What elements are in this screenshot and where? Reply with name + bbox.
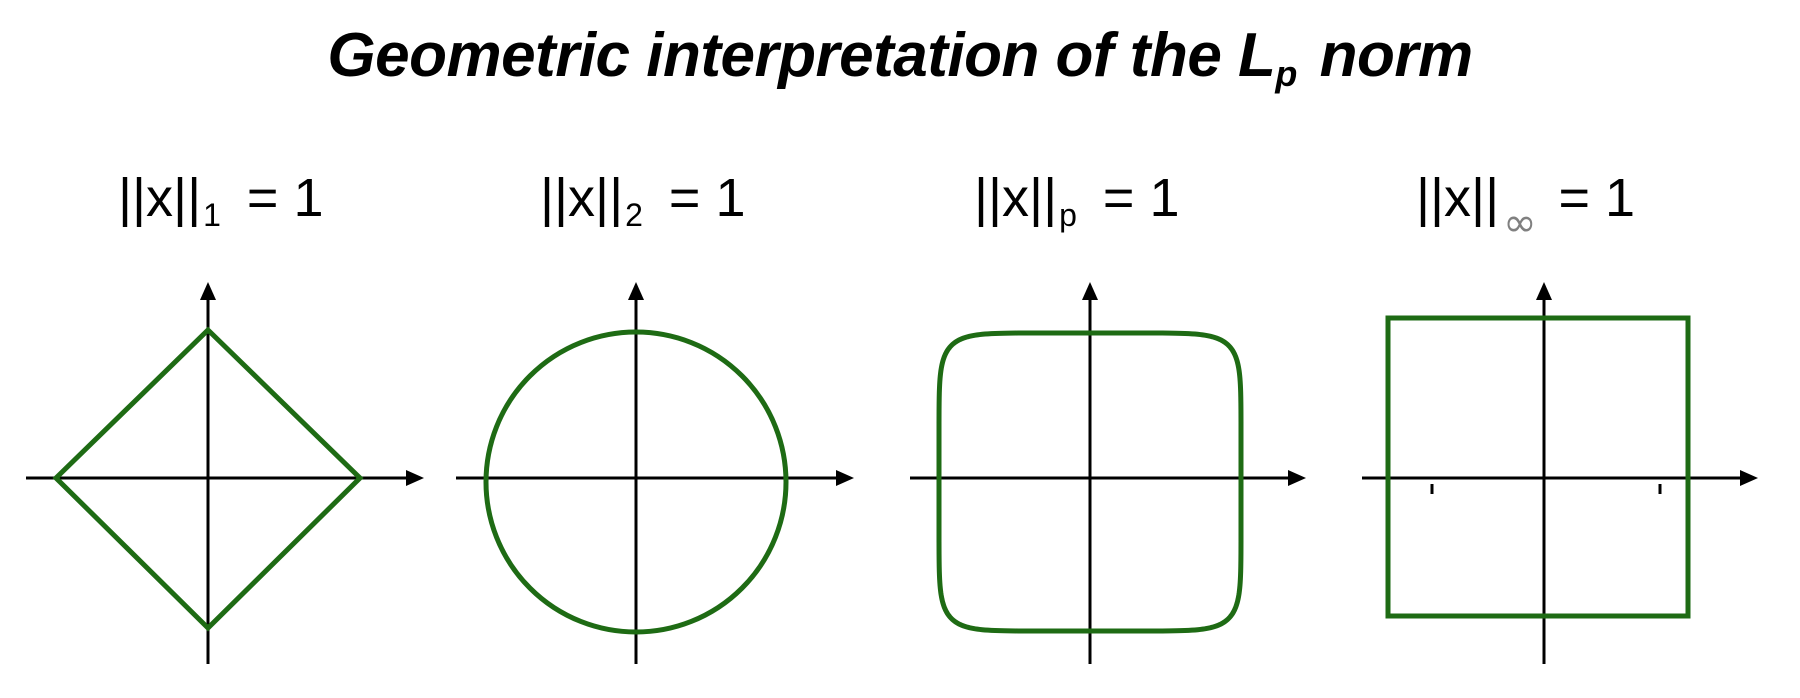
panel-linf-label: ||x|| ∞ = 1 — [1416, 168, 1635, 246]
panel-l2-shape — [483, 329, 789, 635]
panel-l1-label-main: ||x|| — [118, 168, 201, 228]
panel-l2-x-arrow — [836, 470, 854, 486]
panel-l2-label: ||x||2 = 1 — [540, 168, 745, 233]
title-prefix: Geometric interpretation of the L — [327, 21, 1276, 90]
panel-l2-label-rhs: = 1 — [669, 168, 746, 228]
panel-l1-y-arrow — [200, 282, 216, 300]
panel-lp-label: ||x||p = 1 — [974, 168, 1179, 233]
title-subscript: p — [1275, 53, 1297, 94]
panel-linf-label-rhs: = 1 — [1558, 168, 1635, 228]
panel-lp-label-main: ||x|| — [974, 168, 1057, 228]
panel-linf-shape — [1385, 315, 1691, 619]
panel-l2: ||x||2 = 1 — [456, 168, 854, 664]
panel-lp-label-rhs: = 1 — [1103, 168, 1180, 228]
panel-l1-label-rhs: = 1 — [247, 168, 324, 228]
panel-l2-label-main: ||x|| — [540, 168, 623, 228]
panel-linf-y-arrow — [1536, 282, 1552, 300]
panel-l1-shape — [52, 326, 364, 632]
panel-linf: ||x|| ∞ = 1 — [1362, 168, 1758, 664]
panel-lp-shape — [936, 330, 1244, 634]
panel-lp-x-arrow — [1288, 470, 1306, 486]
panel-lp-y-arrow — [1082, 282, 1098, 300]
panel-lp: ||x||p = 1 — [910, 168, 1306, 664]
panel-lp-label-sub: p — [1059, 197, 1077, 233]
panel-linf-label-main: ||x|| — [1416, 168, 1499, 228]
panel-l2-y-arrow — [628, 282, 644, 300]
panel-l1-x-arrow — [406, 470, 424, 486]
page-title: Geometric interpretation of the Lp norm — [0, 14, 1800, 106]
title-suffix: norm — [1302, 21, 1474, 90]
panel-l1-label: ||x||1 = 1 — [118, 168, 323, 233]
panel-linf-x-arrow — [1740, 470, 1758, 486]
panel-linf-label-sub: ∞ — [1503, 200, 1536, 246]
panel-l1: ||x||1 = 1 — [26, 168, 424, 664]
panel-l2-label-sub: 2 — [625, 197, 643, 233]
panel-l1-label-sub: 1 — [203, 197, 221, 233]
